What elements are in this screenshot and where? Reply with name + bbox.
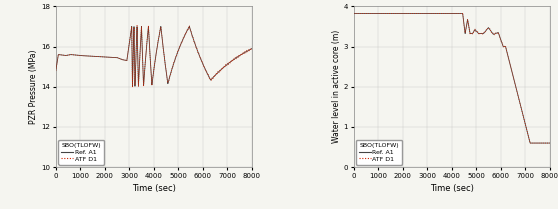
X-axis label: Time (sec): Time (sec) (430, 184, 474, 193)
Legend: Ref. A1, ATF D1: Ref. A1, ATF D1 (58, 140, 104, 165)
X-axis label: Time (sec): Time (sec) (132, 184, 176, 193)
Y-axis label: PZR Pressure (MPa): PZR Pressure (MPa) (30, 50, 39, 124)
Y-axis label: Water level in active core (m): Water level in active core (m) (332, 30, 341, 143)
Legend: Ref. A1, ATF D1: Ref. A1, ATF D1 (356, 140, 402, 165)
